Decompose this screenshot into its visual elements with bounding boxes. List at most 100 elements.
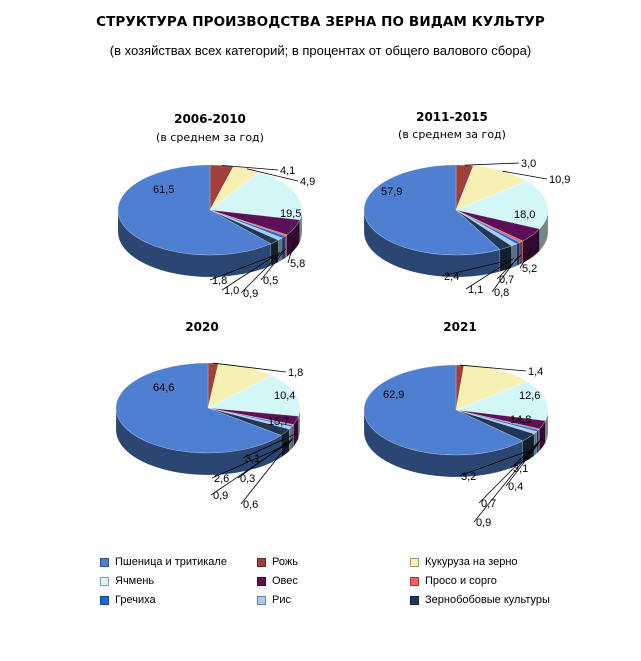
legend-item: Рожь	[257, 556, 298, 568]
pie-4-leader-1	[460, 364, 527, 372]
pie-2-leader-1	[464, 162, 520, 166]
pie-3-slice-6	[207, 407, 294, 428]
chart-title: СТРУКТУРА ПРОИЗВОДСТВА ЗЕРНА ПО ВИДАМ КУ…	[96, 14, 545, 30]
pie-3: 64,61,810,415,73,10,30,60,92,6	[115, 362, 303, 511]
pie-1-slice-0	[117, 164, 272, 256]
pie-1-label-6: 0,9	[243, 288, 258, 300]
legend-label: Кукуруза на зерно	[425, 556, 518, 568]
pie-2-slice-0	[363, 164, 501, 256]
pie-4-slice-0	[363, 364, 524, 456]
pie-3-leader-1	[213, 362, 287, 373]
pie-4-label-0: 62,9	[383, 389, 404, 401]
pie-1-side-7	[277, 237, 283, 263]
pie-2-leader-8	[441, 260, 506, 277]
legend-swatch	[100, 557, 109, 567]
pie-1-label-7: 1,0	[224, 285, 239, 297]
pie-2-label-0: 57,9	[381, 186, 402, 198]
legend-item: Гречиха	[100, 594, 156, 606]
pie-1-side-0	[117, 209, 272, 278]
legend-item: Рис	[257, 594, 291, 606]
pie-3-label-6: 0,6	[243, 499, 258, 511]
pie-2-side-6	[516, 242, 521, 267]
legend-swatch	[100, 576, 109, 586]
pie-1-leader-6	[240, 249, 284, 294]
pie-1-label-0: 61,5	[153, 184, 174, 196]
pie-3-slice-3	[206, 375, 301, 417]
pie-2-label-1: 3,0	[521, 158, 536, 170]
pie-3-label-3: 15,7	[268, 416, 289, 428]
pie-3-label-5: 0,3	[240, 473, 255, 485]
pie-1-label-3: 19,5	[280, 208, 301, 220]
pie-2-label-8: 2,4	[444, 271, 459, 283]
legend-swatch	[100, 595, 109, 605]
legend-label: Зернобобовые культуры	[425, 594, 550, 606]
legend-swatch	[257, 595, 266, 605]
legend-item: Зернобобовые культуры	[410, 594, 550, 606]
pie-1-leader-8	[209, 254, 275, 281]
pie-4-slice-6	[455, 409, 540, 433]
pie-1-leader-5	[260, 248, 287, 281]
pie-1-label-4: 5,8	[290, 258, 305, 270]
pie-3-label-1: 1,8	[288, 367, 303, 379]
pie-4-slice-4	[455, 409, 546, 430]
pie-4-leader-8	[458, 450, 529, 477]
pie-2-subtitle: (в среднем за год)	[398, 128, 506, 141]
pie-2-leader-7	[465, 257, 515, 290]
pie-2-label-4: 5,2	[522, 263, 537, 275]
legend-item: Овес	[257, 575, 298, 587]
pie-4-label-8: 3,2	[461, 471, 476, 483]
pie-1-slice-6	[209, 209, 286, 239]
pie-2-leader-5	[496, 254, 522, 280]
pie-3-leader-7	[210, 440, 291, 496]
legend-swatch	[410, 595, 419, 605]
pie-1-leader-7	[221, 251, 281, 291]
pie-1-slice-8	[209, 209, 279, 245]
pie-2-slice-7	[455, 209, 518, 247]
legend-label: Овес	[272, 575, 298, 587]
legend-item: Ячмень	[100, 575, 154, 587]
chart-subtitle: (в хозяйствах всех категорий; в процента…	[109, 43, 532, 58]
pie-2-leader-4	[519, 248, 533, 269]
pie-2-label-7: 1,1	[468, 284, 483, 296]
pie-2-slice-2	[455, 165, 528, 211]
pie-4-label-5: 0,4	[508, 481, 523, 493]
legend-swatch	[257, 557, 266, 567]
pie-2-slice-3	[455, 180, 549, 230]
pie-1-slice-5	[209, 209, 288, 237]
pie-3-slice-0	[115, 362, 282, 454]
pie-2-slice-1	[455, 164, 474, 211]
pie-2-side-5	[519, 240, 523, 265]
legend-label: Просо и сорго	[425, 575, 497, 587]
pie-2-label-6: 0,8	[494, 287, 509, 299]
legend-item: Просо и сорго	[410, 575, 497, 587]
pie-4-label-7: 0,9	[476, 517, 491, 529]
pie-1-leader-4	[287, 240, 296, 264]
pie-4-slice-3	[455, 380, 549, 421]
pie-4-leader-5	[505, 442, 540, 487]
pie-4-leader-7	[473, 445, 536, 523]
pie-2-slice-5	[455, 209, 524, 243]
pie-4-label-2: 12,6	[519, 390, 540, 402]
pie-4-side-6	[536, 429, 539, 455]
pie-1-slice-7	[209, 209, 283, 241]
pie-4-label-3: 14,8	[510, 414, 531, 426]
pie-4-slice-7	[455, 409, 538, 435]
pie-3-label-2: 10,4	[274, 390, 295, 402]
pie-4: 62,91,412,614,83,10,40,70,93,2	[363, 364, 549, 529]
pie-3-slice-4	[207, 407, 299, 425]
pie-2-leader-6	[491, 256, 519, 293]
pie-4-leader-4	[510, 437, 544, 469]
legend-swatch	[257, 576, 266, 586]
pie-1-leader-2	[246, 168, 299, 182]
pie-4-slice-8	[455, 409, 535, 442]
pie-1-label-2: 4,9	[300, 176, 315, 188]
pie-1-side-6	[281, 235, 286, 261]
pie-3-slice-7	[207, 407, 293, 430]
pie-4-slice-5	[455, 409, 541, 431]
pie-3-leader-6	[240, 439, 293, 505]
pie-2-label-3: 18,0	[514, 209, 535, 221]
legend-label: Ячмень	[115, 575, 155, 587]
pie-1-subtitle: (в среднем за год)	[156, 131, 264, 144]
pie-1-title: 2006-2010	[174, 112, 246, 126]
